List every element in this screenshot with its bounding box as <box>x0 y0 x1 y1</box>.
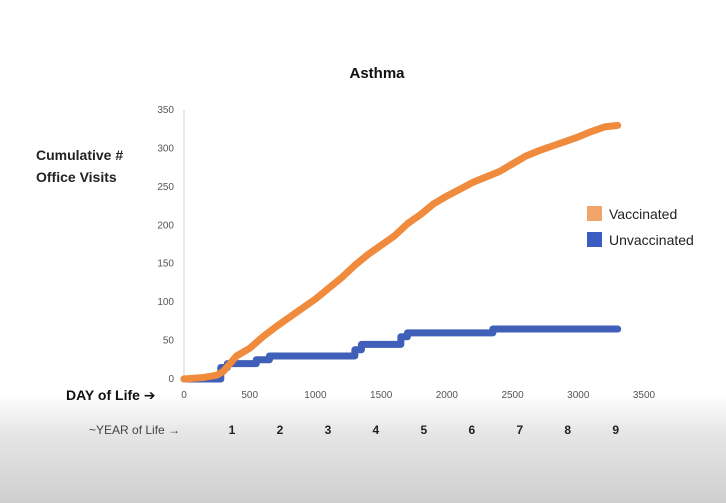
y-tick-label: 350 <box>157 105 174 116</box>
series-layer <box>180 121 622 383</box>
y-axis-label-line-2: Office Visits <box>36 169 117 185</box>
legend-label: Vaccinated <box>609 206 677 222</box>
year-axis-label: ~YEAR of Life → <box>89 423 180 437</box>
y-tick-label: 50 <box>163 336 175 347</box>
y-tick-label: 100 <box>157 297 174 308</box>
year-tick-label: 3 <box>325 423 332 437</box>
series-line-vaccinated <box>180 121 622 383</box>
year-tick-label: 1 <box>229 423 236 437</box>
y-tick-label: 250 <box>157 182 174 193</box>
y-tick-label: 200 <box>157 220 174 231</box>
year-tick-label: 8 <box>564 423 571 437</box>
legend-swatch <box>587 232 602 247</box>
year-tick-label: 5 <box>421 423 428 437</box>
legend: Vaccinated Unvaccinated <box>587 206 694 248</box>
x-tick-label: 0 <box>181 390 187 401</box>
x-tick-label: 500 <box>241 390 258 401</box>
x-tick-label: 1500 <box>370 390 393 401</box>
year-tick-label: 9 <box>612 423 619 437</box>
y-axis-ticks: 0 50 100 150 200 250 300 350 <box>157 105 174 385</box>
x-tick-label: 2000 <box>436 390 459 401</box>
y-tick-label: 0 <box>168 374 174 385</box>
x-axis-ticks: 0 500 1000 1500 2000 2500 3000 3500 <box>181 390 655 401</box>
bottom-fade-band <box>0 395 726 503</box>
year-tick-label: 6 <box>468 423 475 437</box>
y-tick-label: 150 <box>157 259 174 270</box>
x-tick-label: 1000 <box>304 390 327 401</box>
y-tick-label: 300 <box>157 143 174 154</box>
chart-title: Asthma <box>349 65 405 82</box>
x-axis-label: DAY of Life ➔ <box>66 387 156 403</box>
year-axis-ticks: 1 2 3 4 5 6 7 8 9 <box>229 423 620 437</box>
y-axis-label-line-1: Cumulative # <box>36 147 123 163</box>
x-tick-label: 3000 <box>567 390 590 401</box>
legend-label: Unvaccinated <box>609 232 694 248</box>
year-tick-label: 4 <box>373 423 380 437</box>
year-tick-label: 7 <box>516 423 523 437</box>
x-tick-label: 2500 <box>501 390 524 401</box>
series-line-unvaccinated <box>180 325 622 383</box>
legend-swatch <box>587 206 602 221</box>
x-tick-label: 3500 <box>633 390 656 401</box>
year-tick-label: 2 <box>277 423 284 437</box>
